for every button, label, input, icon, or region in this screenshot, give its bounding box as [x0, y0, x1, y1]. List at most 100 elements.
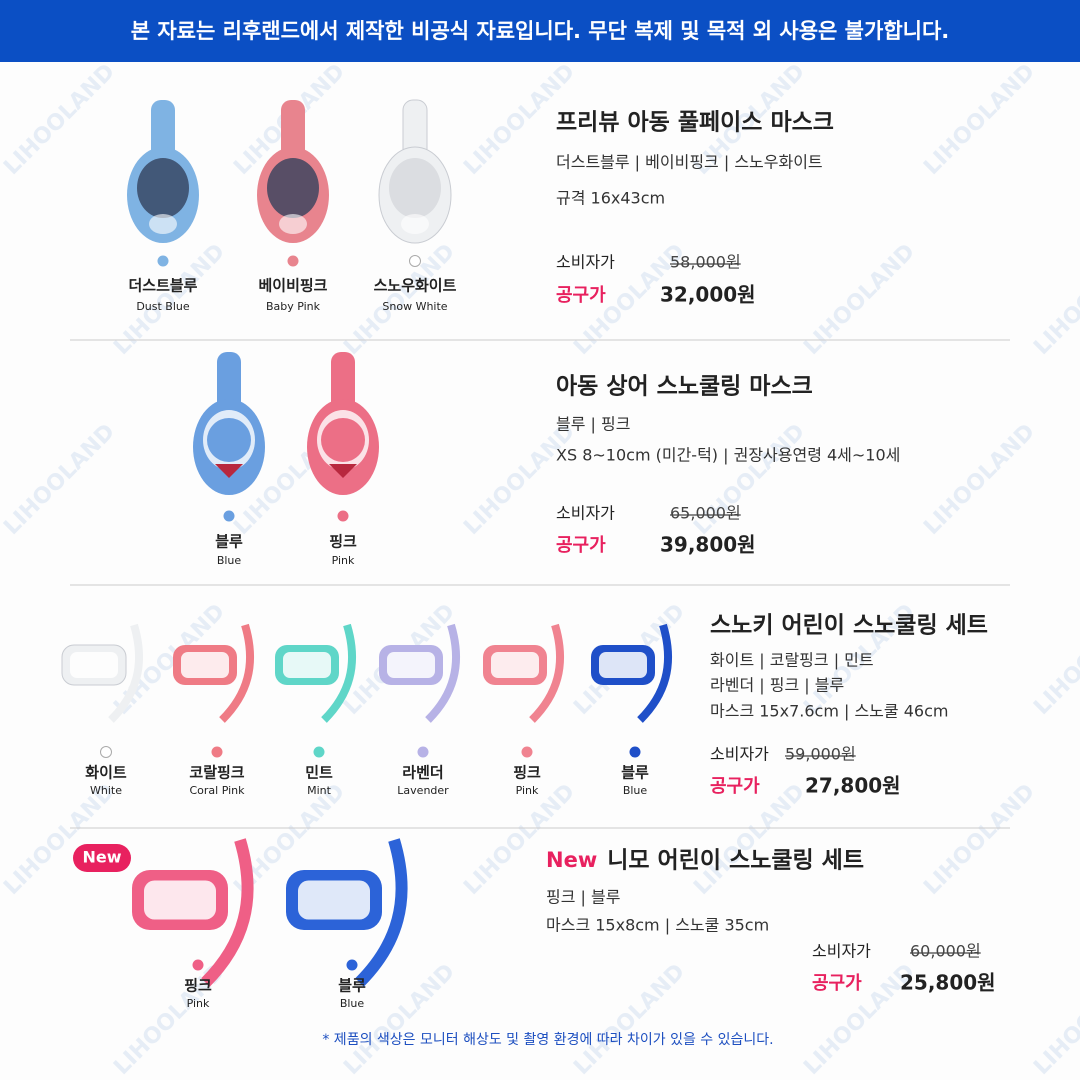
- color-dot: [629, 746, 641, 758]
- mask-lens: [70, 652, 118, 678]
- shark-mouth: [329, 464, 357, 478]
- consumer-label: 소비자가: [556, 253, 615, 272]
- color-name-ko: 블루: [338, 977, 366, 995]
- color-dot: [100, 746, 112, 758]
- snorkel-tube: [201, 838, 254, 987]
- color-name-ko: 블루: [621, 764, 649, 782]
- color-name-en: Pink: [332, 554, 355, 567]
- footer-note: * 제품의 색상은 모니터 해상도 및 촬영 환경에 따라 차이가 있을 수 있…: [322, 1032, 773, 1048]
- color-dot: [417, 746, 429, 758]
- color-dot: [287, 255, 299, 267]
- group-label: 공구가: [556, 535, 606, 556]
- mask-lens: [491, 652, 539, 678]
- snorkel-tube: [529, 623, 565, 723]
- snorkel-tube: [331, 352, 355, 412]
- mask-visor: [267, 158, 319, 218]
- mask-visor: [389, 158, 441, 218]
- product-name: 프리뷰 아동 풀페이스 마스크: [556, 110, 834, 136]
- mask-mouth: [401, 214, 429, 234]
- group-label: 공구가: [812, 973, 862, 994]
- color-dot: [192, 959, 204, 971]
- color-name-en: White: [90, 784, 122, 797]
- color-name-en: Pink: [187, 997, 210, 1010]
- consumer-price: 59,000원: [785, 745, 856, 764]
- product-detail: 마스크 15x8cm | 스노쿨 35cm: [546, 916, 769, 935]
- consumer-price: 58,000원: [670, 253, 741, 272]
- color-name-en: Dust Blue: [136, 300, 190, 313]
- product-image: [61, 623, 144, 723]
- snorkel-tube: [108, 623, 144, 723]
- product-name: 아동 상어 스노쿨링 마스크: [556, 374, 813, 400]
- color-name-ko: 더스트블루: [128, 277, 197, 295]
- consumer-label: 소비자가: [710, 745, 769, 764]
- new-badge: New: [82, 848, 121, 867]
- consumer-price: 65,000원: [670, 504, 741, 523]
- group-price: 32,000원: [660, 283, 756, 307]
- product-image: [132, 838, 254, 987]
- product-detail: 블루 | 핑크: [556, 415, 630, 434]
- group-price: 25,800원: [900, 971, 996, 995]
- product-image: [257, 100, 329, 243]
- color-name-en: Pink: [516, 784, 539, 797]
- product-image: [307, 352, 379, 495]
- color-name-ko: 라벤더: [402, 764, 443, 782]
- new-badge-bg: [73, 844, 131, 872]
- color-name-en: Lavender: [397, 784, 449, 797]
- color-name-ko: 핑크: [513, 764, 541, 782]
- consumer-label: 소비자가: [556, 504, 615, 523]
- color-name-en: Baby Pink: [266, 300, 321, 313]
- group-price: 39,800원: [660, 533, 756, 557]
- product-detail: 핑크 | 블루: [546, 888, 620, 907]
- mask-lens: [144, 880, 216, 920]
- mask-mouth: [149, 214, 177, 234]
- banner: 본 자료는 리후랜드에서 제작한 비공식 자료입니다. 무단 복제 및 목적 외…: [131, 19, 950, 43]
- color-name-en: Snow White: [382, 300, 447, 313]
- snorkel-tube: [355, 838, 408, 987]
- mask-visor: [207, 418, 251, 462]
- group-label: 공구가: [556, 285, 606, 306]
- color-name-ko: 스노우화이트: [374, 277, 457, 295]
- color-name-ko: 핑크: [184, 977, 212, 995]
- product-image: [127, 100, 199, 243]
- mask-lens: [298, 880, 370, 920]
- color-name-ko: 민트: [305, 764, 333, 782]
- color-name-ko: 블루: [215, 533, 243, 551]
- snorkel-tube: [219, 623, 255, 723]
- product-image: [591, 623, 673, 723]
- color-name-ko: 베이비핑크: [258, 277, 327, 295]
- color-name-en: Blue: [340, 997, 365, 1010]
- product-detail: 화이트 | 코랄핑크 | 민트: [710, 651, 874, 670]
- group-label: 공구가: [710, 776, 760, 797]
- snorkel-tube: [281, 100, 305, 160]
- color-name-ko: 핑크: [329, 533, 357, 551]
- snorkel-tube: [637, 623, 673, 723]
- snorkel-tube: [425, 623, 461, 723]
- snorkel-tube: [151, 100, 175, 160]
- color-dot: [346, 959, 358, 971]
- product-image: [193, 352, 265, 495]
- product-name: 니모 어린이 스노쿨링 세트: [607, 848, 864, 874]
- product-detail: 더스트블루 | 베이비핑크 | 스노우화이트: [556, 153, 823, 172]
- product-image: [173, 623, 255, 723]
- name-prefix: New: [546, 848, 597, 872]
- mask-lens: [181, 652, 229, 678]
- color-dot: [521, 746, 533, 758]
- mask-visor: [137, 158, 189, 218]
- mask-lens: [599, 652, 647, 678]
- product-image: [286, 838, 408, 987]
- color-name-ko: 코랄핑크: [189, 764, 244, 782]
- product-detail: 규격 16x43cm: [556, 189, 665, 208]
- consumer-label: 소비자가: [812, 942, 871, 961]
- product-image: [275, 623, 357, 723]
- color-name-en: Mint: [307, 784, 332, 797]
- color-dot: [337, 510, 349, 522]
- group-price: 27,800원: [805, 774, 901, 798]
- color-dot: [211, 746, 223, 758]
- mask-mouth: [279, 214, 307, 234]
- color-name-en: Coral Pink: [189, 784, 245, 797]
- product-detail: 라벤더 | 핑크 | 블루: [710, 676, 844, 695]
- product-image: [379, 623, 461, 723]
- product-name: 스노키 어린이 스노쿨링 세트: [710, 613, 988, 639]
- consumer-price: 60,000원: [910, 942, 981, 961]
